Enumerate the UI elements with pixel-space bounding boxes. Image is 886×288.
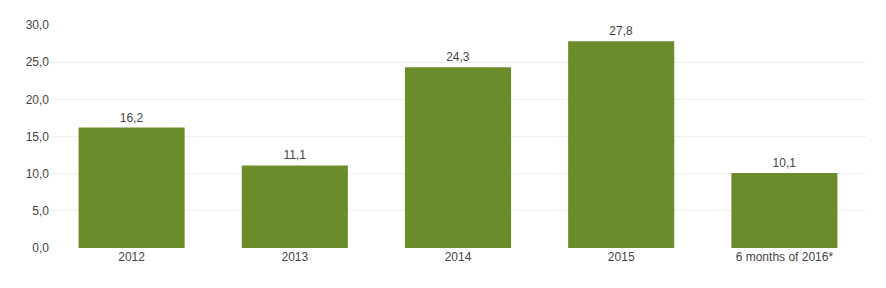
svg-text:2012: 2012 <box>118 250 145 264</box>
svg-text:16,2: 16,2 <box>120 111 144 125</box>
svg-text:11,1: 11,1 <box>283 148 306 162</box>
svg-text:24,3: 24,3 <box>446 50 470 64</box>
svg-text:30,0: 30,0 <box>26 18 50 32</box>
svg-text:15,0: 15,0 <box>26 130 50 144</box>
svg-text:2014: 2014 <box>445 250 472 264</box>
svg-text:10,0: 10,0 <box>26 167 50 181</box>
svg-text:6 months of 2016*: 6 months of 2016* <box>736 250 834 264</box>
svg-text:25,0: 25,0 <box>26 55 50 69</box>
svg-text:27,8: 27,8 <box>609 24 633 38</box>
svg-text:0,0: 0,0 <box>32 241 49 255</box>
svg-text:2013: 2013 <box>281 250 308 264</box>
svg-text:10,1: 10,1 <box>773 156 797 170</box>
svg-text:20,0: 20,0 <box>26 93 50 107</box>
svg-text:5,0: 5,0 <box>32 204 49 218</box>
svg-text:2015: 2015 <box>608 250 635 264</box>
